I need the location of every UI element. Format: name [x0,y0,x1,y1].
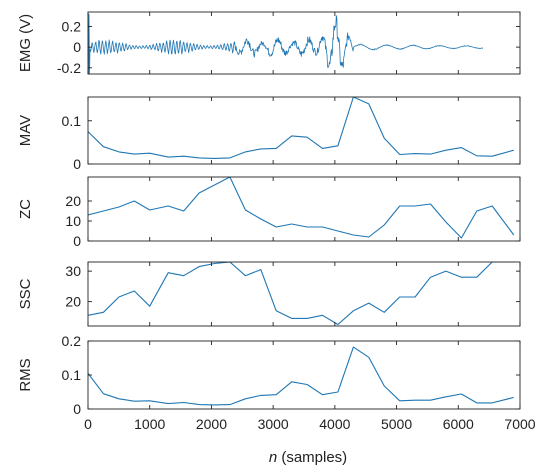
panel-ssc: 20 30 SSC [17,261,521,327]
ssc-ytick-label: 20 [65,294,81,310]
zc-ytick-label: 10 [65,213,81,229]
rms-y-axis-label: RMS [17,358,34,391]
panel-mav: 0 0.1 MAV [17,96,521,172]
emg-ytick-label: 0.2 [62,18,82,34]
panel-emg: -0.2 0 0.2 EMG (V) [17,11,521,76]
panel-rms: 0 0.1 0.2 RMS [17,333,521,417]
mav-axes-frame [87,96,521,165]
mav-ytick-label: 0 [73,156,81,172]
panel-zc: 0 10 20 ZC [17,176,521,249]
rms-ytick-label: 0.1 [62,367,82,383]
ssc-y-axis-label: SSC [17,278,34,309]
zc-ytick-label: 20 [65,193,81,209]
x-axis-label-text: (samples) [277,449,347,466]
zc-axes-frame [87,176,521,242]
x-axis-label: n (samples) [269,449,347,466]
rms-ytick-label: 0 [73,401,81,417]
emg-y-axis-label: EMG (V) [17,14,34,72]
zc-ytick-label: 0 [73,233,81,249]
rms-ytick-label: 0.2 [62,333,82,349]
xtick-label: 3000 [258,416,289,432]
mav-series-line [88,97,514,159]
mav-ytick-label: 0.1 [62,113,82,129]
emg-ytick-label: 0 [73,39,81,55]
emg-axes-frame [87,11,521,75]
zc-series-line [88,177,515,239]
xtick-label: 6000 [443,416,474,432]
xtick-label: 0 [84,416,92,432]
emg-ytick-label: -0.2 [57,60,81,76]
xtick-label: 4000 [319,416,350,432]
ssc-series-line [88,262,514,326]
emg-signal-line [88,13,484,74]
rms-series-line [88,346,514,406]
xtick-label: 5000 [381,416,412,432]
x-axis-label-var: n [269,449,277,466]
xtick-label: 1000 [134,416,165,432]
zc-y-axis-label: ZC [17,199,34,219]
xtick-label: 7000 [504,416,535,432]
rms-axes-frame [87,340,521,410]
ssc-ytick-label: 30 [65,263,81,279]
xtick-label: 2000 [196,416,227,432]
ssc-axes-frame [87,261,521,327]
mav-y-axis-label: MAV [17,115,34,146]
panels-group: -0.2 0 0.2 EMG (V) 0 0.1 MAV 0 10 20 ZC 20 30 SSC 0 0.1… [17,11,536,432]
